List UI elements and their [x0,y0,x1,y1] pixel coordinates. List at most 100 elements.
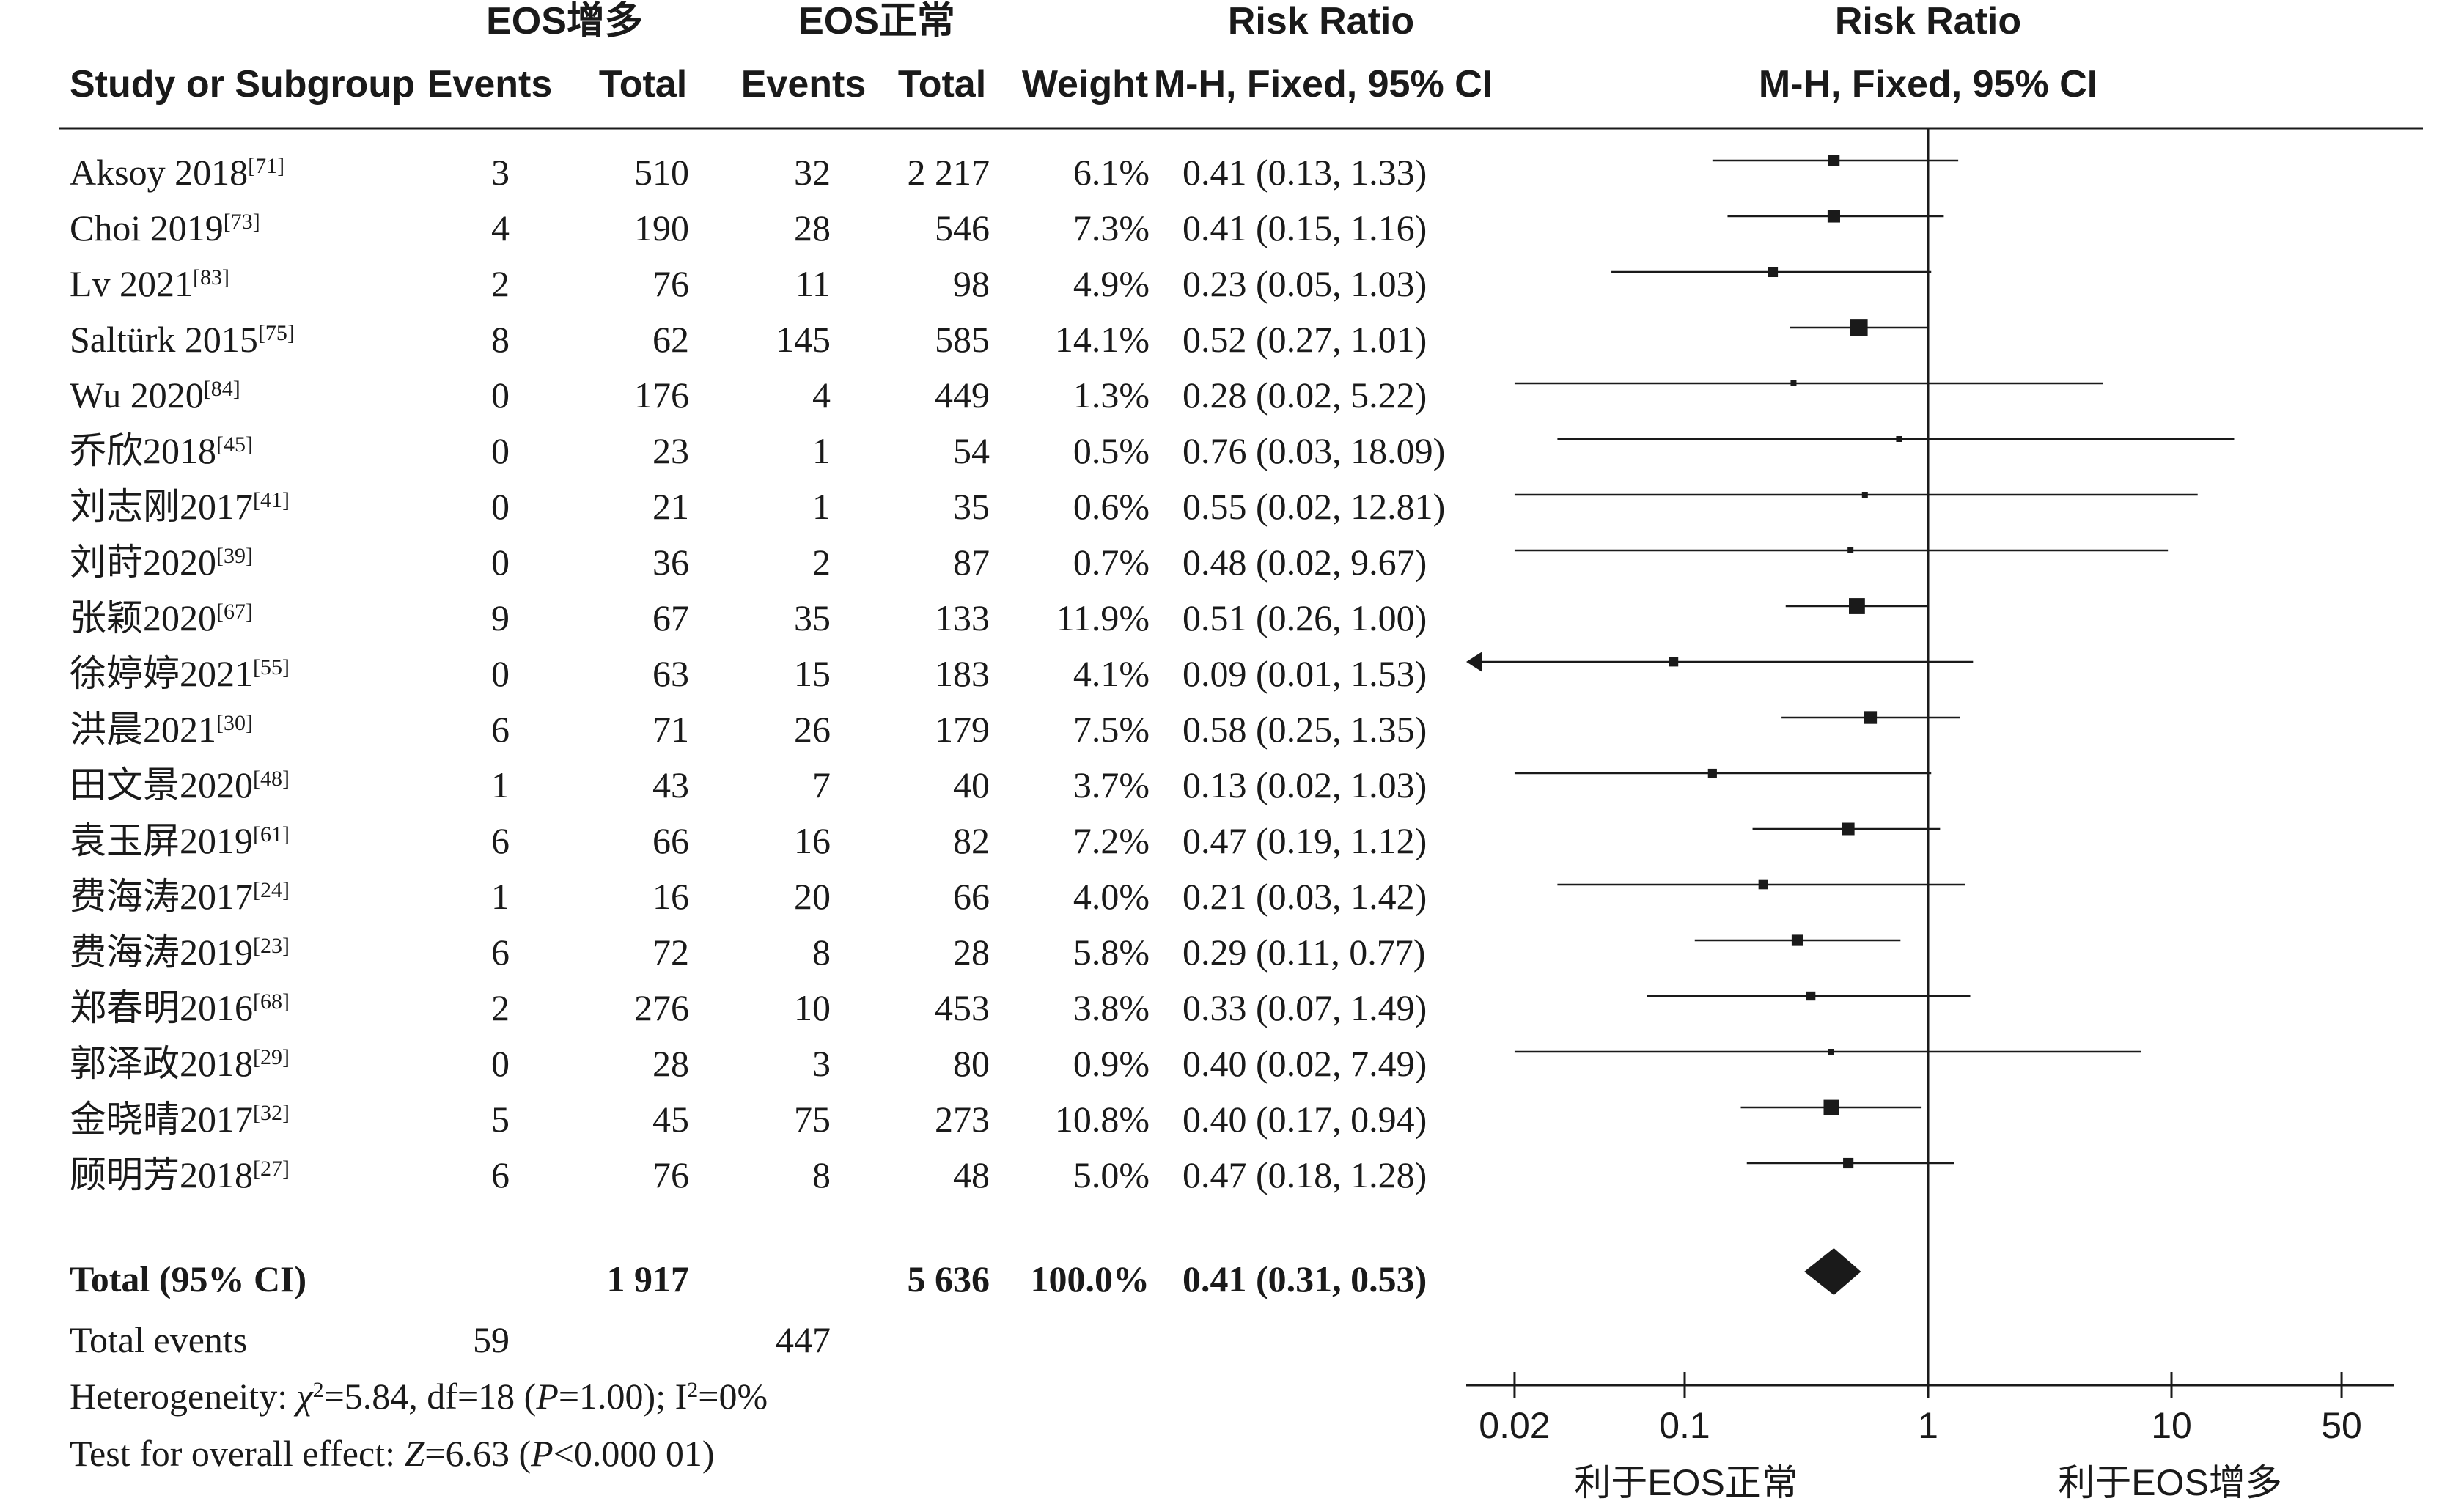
study-0-events1: 3 [491,152,510,193]
study-7-total2: 87 [953,542,990,583]
study-11-name: 田文景2020[48] [70,764,290,805]
study-rows: Aksoy 2018[71] 3 510 32 2 217 6.1% 0.41 (0.13,… [70,152,1445,1195]
study-13-weight: 4.0% [1073,876,1150,917]
study-12-total1: 66 [652,820,689,861]
total-events-1: 59 [473,1319,510,1360]
study-4-weight: 1.3% [1073,375,1150,416]
total-diamond [1804,1248,1861,1295]
group1-header: EOS增多 [486,0,643,43]
study-15-weight: 3.8% [1073,987,1150,1028]
study-9-weight: 4.1% [1073,653,1150,694]
study-3-ci-text: 0.52 (0.27, 1.01) [1183,319,1427,360]
study-6-weight: 0.6% [1073,486,1150,527]
study-10-total1: 71 [652,709,689,750]
study-7-point [1847,547,1854,553]
study-17-total2: 273 [935,1099,990,1140]
study-4-total1: 176 [634,375,689,416]
study-16-weight: 0.9% [1073,1043,1150,1084]
study-7-events2: 2 [812,542,831,583]
x-tick-label-0: 0.02 [1479,1405,1550,1446]
study-6-ci-text: 0.55 (0.02, 12.81) [1183,486,1445,527]
study-17-total1: 45 [652,1099,689,1140]
study-18-events1: 6 [491,1154,510,1195]
risk-ratio-header: Risk Ratio [1228,0,1414,43]
study-16-events1: 0 [491,1043,510,1084]
study-0-total1: 510 [634,152,689,193]
study-14-ci-text: 0.29 (0.11, 0.77) [1183,932,1425,973]
study-8-name: 张颖2020[67] [70,597,253,638]
plot-area: 0.02 0.1 1 10 50 [1466,128,2394,1446]
study-12-total2: 82 [953,820,990,861]
events1-column-header: Events [427,63,553,106]
study-12-weight: 7.2% [1073,820,1150,861]
study-11-total1: 43 [652,764,689,805]
study-13-events2: 20 [794,876,831,917]
study-5-events1: 0 [491,430,510,471]
study-0-events2: 32 [794,152,831,193]
study-0-name: Aksoy 2018[71] [70,152,284,193]
study-6-name: 刘志刚2017[41] [70,486,290,527]
x-tick-label-3: 10 [2151,1405,2192,1446]
study-12-ci-text: 0.47 (0.19, 1.12) [1183,820,1427,861]
study-0-ci-text: 0.41 (0.13, 1.33) [1183,152,1427,193]
study-15-total1: 276 [634,987,689,1028]
study-4-ci-text: 0.28 (0.02, 5.22) [1183,375,1427,416]
study-2-ci-text: 0.23 (0.05, 1.03) [1183,263,1427,304]
study-7-weight: 0.7% [1073,542,1150,583]
study-5-total1: 23 [652,430,689,471]
x-tick-label-4: 50 [2321,1405,2362,1446]
group2-header: EOS正常 [798,0,955,43]
study-12-events1: 6 [491,820,510,861]
events2-column-header: Events [741,63,867,106]
study-0-point [1828,155,1840,166]
total-ci-text: 0.41 (0.31, 0.53) [1183,1258,1427,1299]
study-7-total1: 36 [652,542,689,583]
study-11-point [1707,768,1717,778]
study-11-events1: 1 [491,764,510,805]
study-18-events2: 8 [812,1154,831,1195]
study-1-name: Choi 2019[73] [70,207,260,248]
study-5-name: 乔欣2018[45] [70,430,253,471]
study-3-name: Saltürk 2015[75] [70,319,295,360]
study-15-ci-text: 0.33 (0.07, 1.49) [1183,987,1427,1028]
study-16-point [1828,1049,1834,1055]
study-6-point [1861,492,1868,498]
study-15-point [1806,991,1816,1001]
study-10-ci-text: 0.58 (0.25, 1.35) [1183,709,1427,750]
rr-method-column-header: M-H, Fixed, 95% CI [1154,63,1493,106]
study-18-ci-text: 0.47 (0.18, 1.28) [1183,1154,1427,1195]
study-8-ci-text: 0.51 (0.26, 1.00) [1183,597,1427,638]
study-18-total1: 76 [652,1154,689,1195]
study-6-events2: 1 [812,486,831,527]
study-9-ci-text: 0.09 (0.01, 1.53) [1183,653,1427,694]
study-0-total2: 2 217 [908,152,990,193]
study-6-total1: 21 [652,486,689,527]
study-6-total2: 35 [953,486,990,527]
study-15-events1: 2 [491,987,510,1028]
study-14-name: 费海涛2019[23] [70,932,290,973]
overall-effect-text: Test for overall effect: Z=6.63 (P<0.000… [70,1433,715,1474]
study-1-weight: 7.3% [1073,207,1150,248]
study-5-point [1896,436,1902,442]
study-4-events2: 4 [812,375,831,416]
study-9-total1: 63 [652,653,689,694]
study-14-point [1791,934,1803,946]
total-events-label: Total events [70,1319,247,1360]
heterogeneity-text: Heterogeneity: χ2=5.84, df=18 (P=1.00); … [70,1376,768,1417]
study-10-point [1864,711,1878,724]
study-8-events2: 35 [794,597,831,638]
study-8-point [1849,598,1865,614]
study-4-total2: 449 [935,375,990,416]
study-4-point [1790,380,1797,386]
study-17-events2: 75 [794,1099,831,1140]
study-8-total1: 67 [652,597,689,638]
rr-plot-method-header: M-H, Fixed, 95% CI [1759,63,2097,106]
study-14-total2: 28 [953,932,990,973]
study-2-weight: 4.9% [1073,263,1150,304]
study-18-name: 顾明芳2018[27] [70,1154,290,1195]
study-18-total2: 48 [953,1154,990,1195]
study-10-events1: 6 [491,709,510,750]
study-11-weight: 3.7% [1073,764,1150,805]
total-events-2: 447 [776,1319,831,1360]
study-1-total2: 546 [935,207,990,248]
